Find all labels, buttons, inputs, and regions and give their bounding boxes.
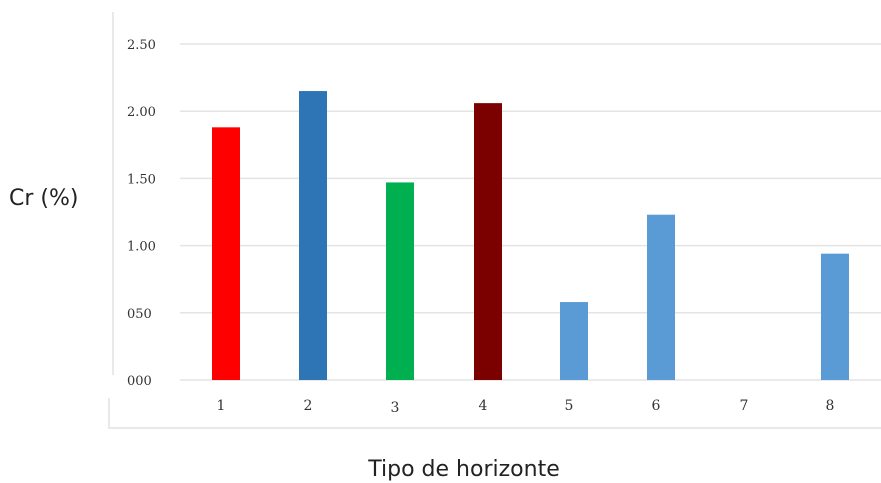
bar-2: [299, 91, 327, 380]
y-tick-label: 2.50: [127, 38, 156, 53]
chart-frame: [108, 12, 881, 429]
x-tick-label: 3: [391, 400, 400, 416]
y-tick-label: 2.00: [127, 105, 156, 120]
x-tick-label: 1: [217, 398, 226, 414]
bar-6: [647, 214, 675, 380]
x-tick-label: 4: [479, 398, 488, 414]
bar-3: [386, 182, 414, 380]
x-tick-label: 5: [565, 398, 574, 414]
y-tick-label: 000: [127, 374, 152, 389]
y-axis-ticks: 000 050 1.00 1.50 2.00 2.50: [127, 38, 156, 389]
bar-8: [821, 253, 849, 380]
y-axis-title: Cr (%): [9, 186, 78, 211]
y-tick-label: 1.00: [127, 240, 156, 255]
x-tick-label: 6: [652, 398, 661, 414]
y-tick-label: 1.50: [127, 172, 156, 187]
bar-4: [474, 103, 502, 381]
x-tick-label: 7: [740, 398, 749, 414]
bar-1: [212, 127, 240, 380]
x-tick-label: 2: [304, 398, 313, 414]
x-tick-label: 8: [826, 398, 835, 414]
chart-frame-left-bottom: [108, 398, 881, 429]
x-axis-ticks: 1 2 3 4 5 6 7 8: [217, 398, 835, 416]
bar-5: [560, 302, 588, 380]
y-tick-label: 050: [127, 307, 152, 322]
x-axis-title: Tipo de horizonte: [367, 457, 559, 482]
gridlines: [180, 43, 881, 381]
bars: [212, 91, 849, 381]
